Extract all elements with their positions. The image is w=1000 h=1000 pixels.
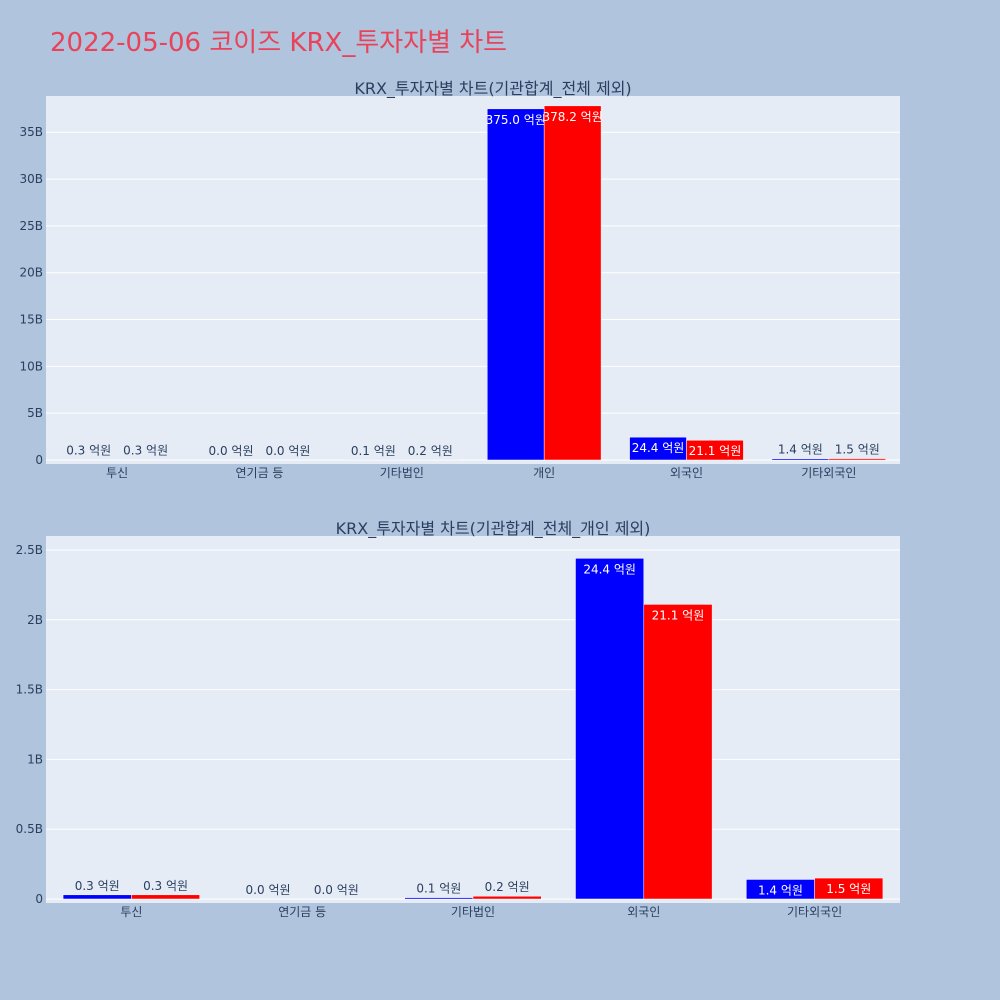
bar: [131, 894, 200, 900]
data-label: 378.2 억원: [543, 110, 603, 124]
data-label: 0.2 억원: [408, 444, 453, 458]
data-label: 1.4 억원: [758, 883, 803, 897]
x-tick-label: 기타법인: [380, 466, 424, 480]
y-tick-label: 0: [35, 453, 43, 467]
data-label: 0.0 억원: [265, 444, 310, 458]
page-title: 2022-05-06 코이즈 KRX_투자자별 차트: [50, 28, 508, 58]
data-label: 1.4 억원: [778, 443, 823, 457]
y-tick-label: 35B: [19, 125, 43, 139]
x-tick-label: 연기금 등: [278, 905, 326, 919]
chart-title: KRX_투자자별 차트(기관합계_전체_개인 제외): [336, 519, 651, 539]
y-tick-label: 25B: [19, 219, 43, 233]
data-label: 21.1 억원: [689, 444, 742, 458]
y-tick-label: 1B: [27, 752, 43, 766]
data-label: 0.2 억원: [485, 880, 530, 894]
data-label: 0.0 억원: [209, 444, 254, 458]
data-label: 1.5 억원: [835, 443, 880, 457]
y-tick-label: 2.5B: [16, 543, 43, 557]
x-tick-label: 투신: [120, 905, 142, 919]
y-tick-label: 5B: [27, 406, 43, 420]
plot-area: [46, 536, 900, 903]
x-tick-label: 기타법인: [451, 905, 495, 919]
y-tick-label: 0: [35, 892, 43, 906]
chart-2: 0 0.5B 1B 1.5B 2B 2.5B KRX_투자자별 차트(기관합계_전체_개인 …: [16, 519, 900, 919]
data-label: 0.3 억원: [143, 879, 188, 893]
bar: [486, 108, 545, 461]
y-tick-label: 30B: [19, 172, 43, 186]
data-label: 24.4 억원: [583, 562, 636, 576]
x-tick-label: 기타외국인: [801, 466, 856, 480]
data-label: 375.0 억원: [486, 113, 546, 127]
data-label: 24.4 억원: [632, 441, 685, 455]
data-label: 21.1 억원: [652, 608, 705, 622]
bar: [686, 439, 744, 461]
bar: [404, 897, 474, 900]
data-label: 1.5 억원: [826, 882, 871, 896]
data-label: 0.0 억원: [246, 883, 291, 897]
x-tick-label: 연기금 등: [236, 466, 284, 480]
bar: [771, 458, 830, 461]
x-tick-label: 투신: [106, 466, 128, 480]
data-label: 0.3 억원: [75, 879, 120, 893]
x-tick-label: 기타외국인: [787, 905, 842, 919]
bar: [62, 894, 132, 900]
y-tick-label: 0.5B: [16, 822, 43, 836]
y-tick-label: 1.5B: [16, 683, 43, 697]
x-tick-label: 외국인: [627, 905, 660, 919]
x-tick-label: 개인: [533, 466, 555, 480]
chart-title: KRX_투자자별 차트(기관합계_전체 제외): [354, 79, 631, 99]
chart-1: 0 5B 10B 15B 20B 25B 30B 35B KRX_투자자별 차트(기관합계_전체…: [19, 79, 900, 480]
bar: [814, 877, 884, 900]
bar: [643, 604, 713, 900]
data-label: 0.1 억원: [416, 882, 461, 896]
bar: [575, 558, 645, 900]
data-label: 0.0 억원: [314, 883, 359, 897]
y-tick-label: 10B: [19, 359, 43, 373]
bar: [543, 105, 602, 461]
plot-area: [46, 96, 900, 464]
y-tick-label: 20B: [19, 266, 43, 280]
bar: [472, 895, 542, 900]
bar: [828, 458, 887, 461]
data-label: 0.3 억원: [123, 444, 168, 458]
y-tick-label: 15B: [19, 313, 43, 327]
x-tick-label: 외국인: [670, 466, 703, 480]
data-label: 0.1 억원: [351, 444, 396, 458]
data-label: 0.3 억원: [66, 444, 111, 458]
y-tick-label: 2B: [27, 613, 43, 627]
